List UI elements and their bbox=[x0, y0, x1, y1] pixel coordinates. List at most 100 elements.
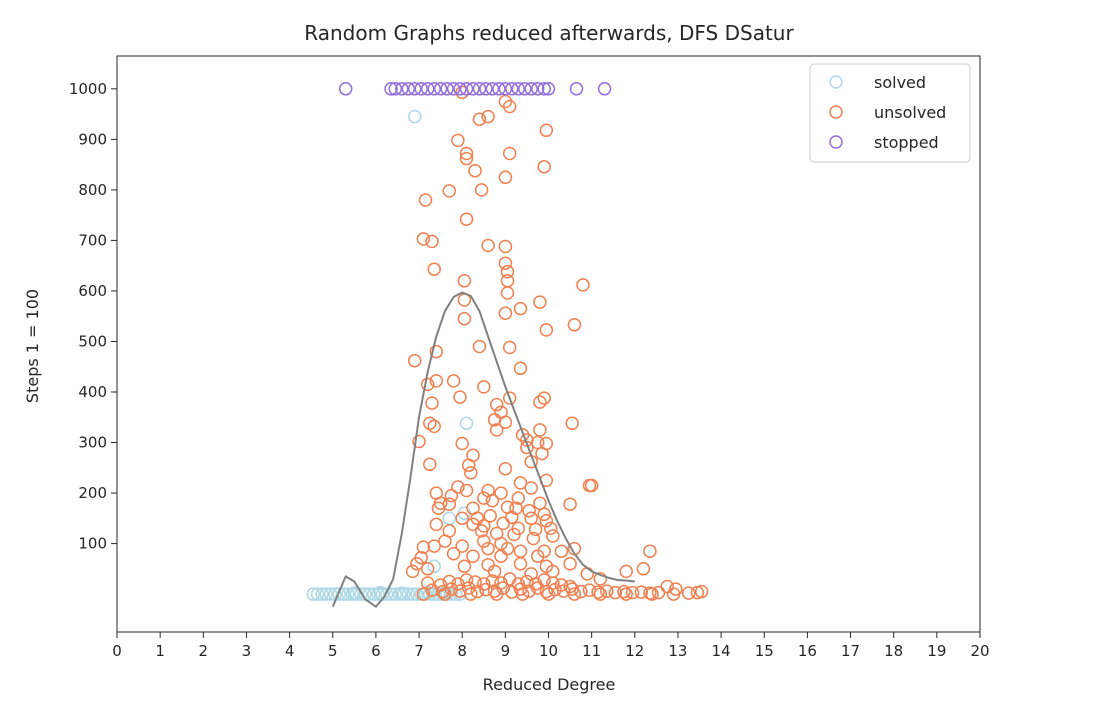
data-point-unsolved bbox=[502, 391, 517, 405]
data-point-unsolved bbox=[502, 99, 517, 114]
data-point-stopped bbox=[505, 82, 519, 96]
data-point-unsolved bbox=[543, 521, 558, 536]
y-tick-label: 200 bbox=[78, 484, 107, 502]
data-point-unsolved bbox=[524, 481, 538, 495]
y-tick-label: 400 bbox=[78, 383, 107, 401]
data-point-unsolved bbox=[625, 585, 640, 600]
data-point-unsolved bbox=[593, 587, 608, 601]
x-tick-label: 16 bbox=[798, 642, 817, 660]
data-point-unsolved bbox=[524, 511, 538, 526]
series-stopped bbox=[338, 82, 612, 96]
data-point-solved bbox=[405, 587, 420, 601]
data-point-unsolved bbox=[485, 574, 500, 588]
data-point-unsolved bbox=[457, 559, 472, 574]
data-point-unsolved bbox=[513, 557, 528, 571]
data-point-unsolved bbox=[619, 587, 633, 601]
x-tick-label: 11 bbox=[582, 642, 601, 660]
y-tick-label: 800 bbox=[78, 181, 107, 199]
x-tick-label: 6 bbox=[371, 642, 381, 660]
legend-marker-solved bbox=[829, 75, 843, 89]
y-tick-label: 1000 bbox=[69, 80, 107, 98]
data-point-unsolved bbox=[563, 497, 577, 511]
data-point-unsolved bbox=[487, 564, 502, 579]
data-point-unsolved bbox=[416, 232, 431, 246]
data-point-unsolved bbox=[498, 256, 513, 270]
data-point-unsolved bbox=[513, 301, 528, 316]
data-point-unsolved bbox=[489, 587, 504, 601]
data-point-unsolved bbox=[580, 567, 595, 581]
legend-box bbox=[809, 63, 971, 163]
x-tick-label: 2 bbox=[199, 642, 209, 660]
data-point-stopped bbox=[433, 82, 448, 96]
x-tick-label: 19 bbox=[927, 642, 946, 660]
data-point-unsolved bbox=[539, 514, 554, 528]
data-point-unsolved bbox=[472, 339, 487, 354]
data-point-unsolved bbox=[533, 423, 547, 437]
data-point-unsolved bbox=[455, 511, 469, 526]
x-tick-label: 0 bbox=[112, 642, 122, 660]
data-point-unsolved bbox=[526, 531, 541, 546]
data-point-unsolved bbox=[477, 491, 491, 505]
x-tick-label: 4 bbox=[285, 642, 295, 660]
data-point-unsolved bbox=[533, 395, 547, 409]
data-point-unsolved bbox=[507, 527, 521, 542]
data-point-solved bbox=[407, 109, 422, 124]
data-point-unsolved bbox=[500, 286, 515, 300]
data-point-stopped bbox=[479, 82, 493, 96]
data-point-stopped bbox=[492, 82, 506, 96]
y-axis-label: Steps 1 = 100 bbox=[23, 289, 42, 403]
data-point-unsolved bbox=[645, 587, 659, 601]
data-point-unsolved bbox=[416, 587, 431, 601]
data-point-solved bbox=[442, 511, 457, 526]
data-point-stopped bbox=[537, 82, 551, 96]
data-point-unsolved bbox=[425, 583, 439, 597]
data-point-unsolved bbox=[565, 416, 579, 431]
x-tick-label: 18 bbox=[884, 642, 903, 660]
y-tick-label: 500 bbox=[78, 332, 107, 350]
y-tick-label: 600 bbox=[78, 282, 107, 300]
data-point-unsolved bbox=[461, 581, 476, 595]
data-point-unsolved bbox=[427, 419, 441, 434]
data-point-unsolved bbox=[494, 486, 508, 500]
legend-label-stopped: stopped bbox=[874, 133, 939, 152]
data-point-unsolved bbox=[694, 584, 709, 599]
data-point-unsolved bbox=[511, 491, 526, 505]
data-point-unsolved bbox=[429, 517, 444, 532]
data-point-unsolved bbox=[533, 295, 547, 309]
data-point-unsolved bbox=[574, 584, 588, 599]
data-point-stopped bbox=[524, 82, 538, 96]
data-point-unsolved bbox=[455, 539, 469, 553]
data-point-unsolved bbox=[459, 573, 474, 587]
data-point-stopped bbox=[466, 82, 480, 96]
data-point-solved bbox=[401, 587, 416, 601]
data-point-unsolved bbox=[528, 522, 543, 537]
data-point-unsolved bbox=[453, 390, 467, 404]
data-point-stopped bbox=[384, 82, 398, 96]
data-point-unsolved bbox=[530, 549, 545, 563]
data-point-solved bbox=[306, 587, 321, 601]
data-point-unsolved bbox=[410, 557, 424, 571]
data-point-unsolved bbox=[513, 476, 528, 490]
data-point-unsolved bbox=[554, 544, 569, 558]
data-point-unsolved bbox=[429, 374, 444, 388]
data-point-unsolved bbox=[485, 493, 500, 508]
series-solved bbox=[306, 109, 474, 601]
data-point-unsolved bbox=[464, 587, 478, 601]
data-point-solved bbox=[310, 587, 325, 601]
data-point-solved bbox=[444, 587, 459, 601]
data-point-solved bbox=[371, 587, 385, 601]
data-point-unsolved bbox=[457, 274, 472, 288]
data-point-unsolved bbox=[541, 587, 556, 601]
legend-label-solved: solved bbox=[874, 73, 926, 92]
data-point-unsolved bbox=[537, 391, 551, 405]
data-point-unsolved bbox=[474, 183, 489, 197]
data-point-solved bbox=[388, 587, 403, 601]
data-point-unsolved bbox=[425, 396, 439, 410]
data-point-unsolved bbox=[498, 170, 513, 185]
legend-marker-unsolved bbox=[829, 105, 843, 119]
data-point-unsolved bbox=[427, 262, 441, 276]
data-point-unsolved bbox=[446, 374, 461, 388]
data-point-stopped bbox=[569, 82, 584, 96]
data-point-unsolved bbox=[442, 574, 457, 589]
